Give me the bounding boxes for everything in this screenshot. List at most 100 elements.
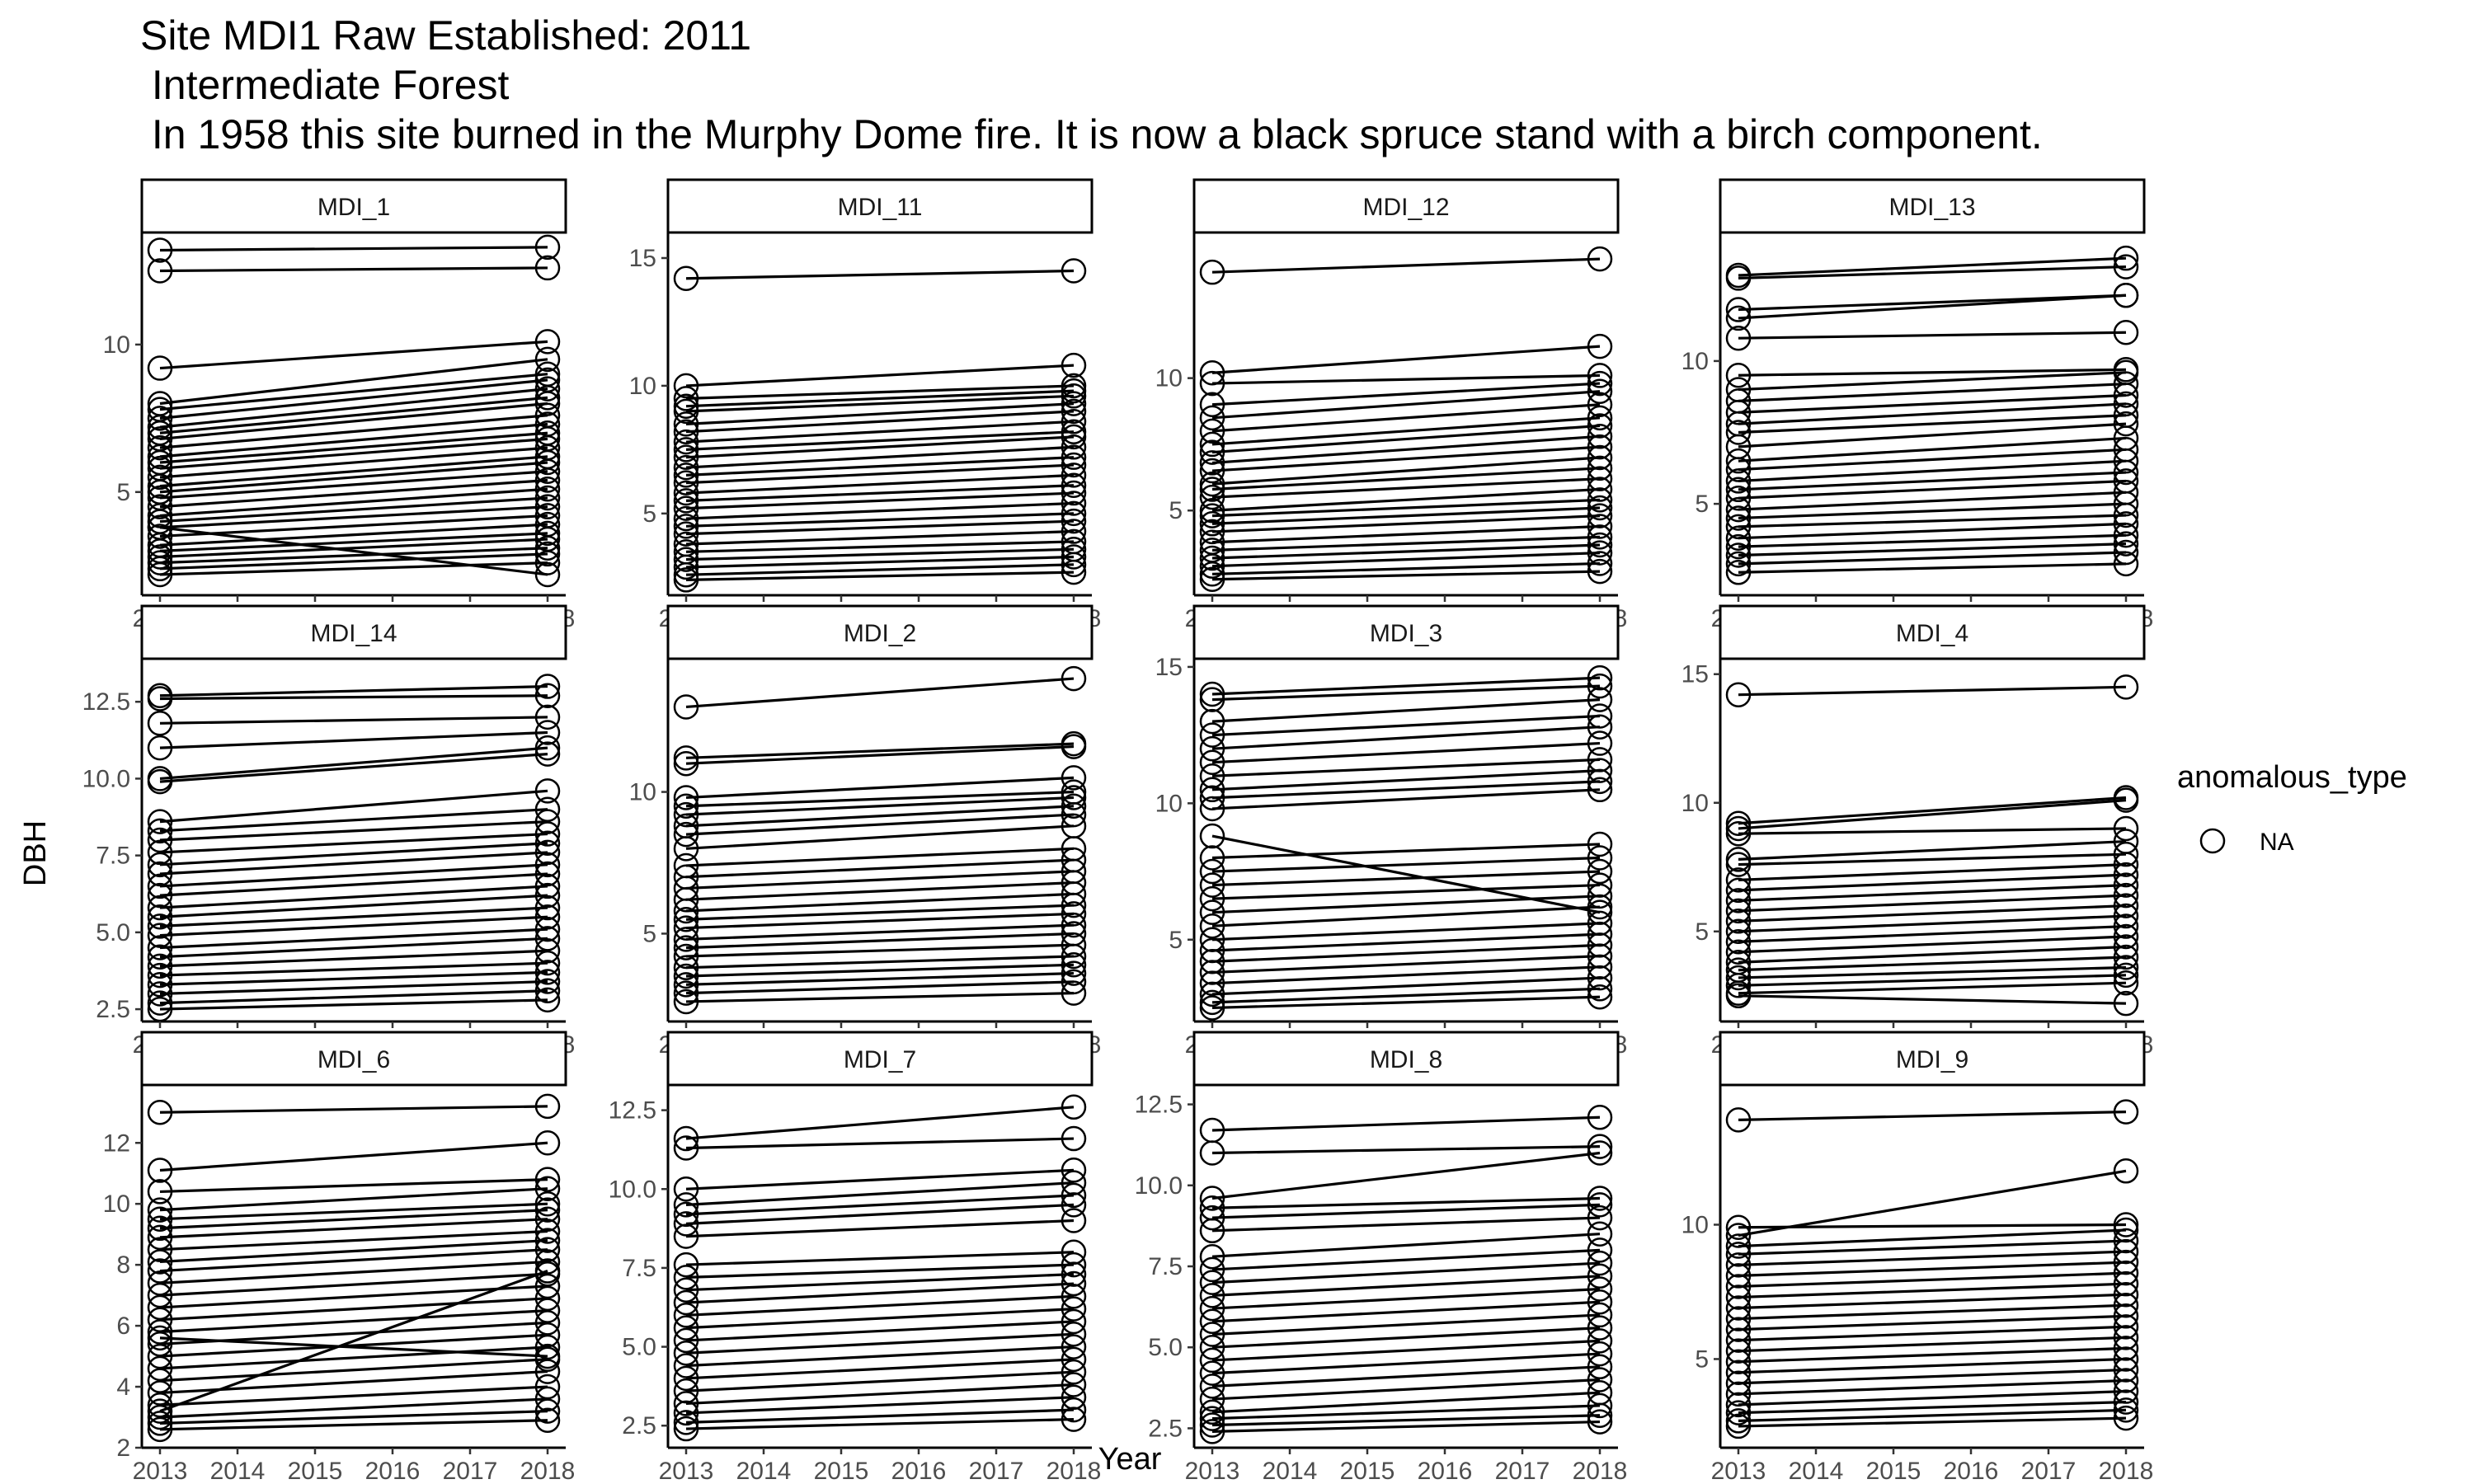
data-point: [1061, 1182, 1087, 1209]
data-point: [1199, 561, 1225, 587]
series-line: [159, 1410, 548, 1425]
facet-strip: [1192, 1031, 1620, 1087]
data-point: [147, 895, 173, 921]
data-point: [147, 962, 173, 989]
data-point: [1725, 325, 1752, 351]
facet-strip: [1192, 604, 1620, 660]
data-point: [673, 972, 699, 998]
data-point: [673, 836, 699, 862]
data-point: [534, 1249, 561, 1275]
y-tick-label: 10: [1155, 365, 1183, 392]
data-point: [1199, 735, 1225, 762]
data-point: [1725, 1214, 1752, 1240]
data-point: [1199, 1308, 1225, 1335]
series-line: [685, 858, 1075, 879]
series-line: [1211, 676, 1601, 696]
data-point: [1199, 763, 1225, 789]
data-point: [673, 265, 699, 292]
data-point: [1061, 1322, 1087, 1347]
data-point: [534, 1206, 561, 1232]
data-point: [534, 960, 561, 985]
data-point: [147, 406, 173, 431]
series-line: [1738, 551, 2127, 566]
data-point: [534, 1130, 561, 1156]
series-line: [159, 1238, 548, 1264]
data-point: [1061, 892, 1087, 918]
data-point: [534, 1093, 561, 1120]
data-point: [1725, 468, 1752, 494]
series-line: [1211, 741, 1601, 764]
series-line: [1211, 543, 1601, 560]
data-point: [1725, 909, 1752, 934]
series-line: [1211, 390, 1601, 420]
series-line: [685, 1308, 1075, 1330]
data-point: [1199, 458, 1225, 484]
series-line: [159, 1336, 548, 1358]
series-line: [685, 1408, 1075, 1424]
series-line: [1211, 1365, 1601, 1388]
series-line: [1211, 1115, 1601, 1132]
series-line: [159, 1208, 548, 1230]
data-point: [2113, 320, 2139, 345]
data-point: [147, 711, 173, 736]
x-tick-label: 2013: [133, 1458, 188, 1484]
data-point: [1199, 405, 1225, 431]
data-point: [1587, 984, 1613, 1010]
series-line: [159, 694, 548, 701]
data-point: [1587, 976, 1613, 1002]
data-point: [1199, 913, 1225, 939]
data-point: [1061, 409, 1087, 434]
series-line: [1738, 873, 2127, 892]
data-point: [147, 1416, 173, 1443]
series-line: [685, 1106, 1075, 1140]
data-point: [1199, 681, 1225, 707]
data-point: [1199, 370, 1225, 397]
series-line: [159, 730, 548, 749]
data-point: [1587, 363, 1613, 388]
y-tick-label: 5.0: [622, 1334, 656, 1361]
y-axis-title: DBH: [18, 820, 53, 886]
data-point: [534, 520, 561, 547]
series-line: [1211, 1404, 1601, 1421]
series-line: [685, 1396, 1075, 1415]
facet-strip-label: MDI_8: [1370, 1046, 1442, 1073]
series-line: [1211, 552, 1601, 568]
series-line: [1738, 1325, 2127, 1342]
data-point: [534, 978, 561, 1003]
series-line: [1738, 502, 2127, 520]
series-line: [1738, 1110, 2127, 1121]
series-line: [159, 1397, 548, 1419]
series-line: [159, 455, 548, 488]
series-line: [1738, 1400, 2127, 1415]
x-tick-label: 2018: [2099, 1458, 2154, 1484]
data-point: [673, 694, 699, 720]
data-point: [1061, 912, 1087, 938]
data-point: [673, 793, 699, 819]
series-line: [685, 364, 1075, 387]
data-point: [1061, 952, 1087, 978]
series-line: [159, 1309, 548, 1334]
x-tick-label: 2015: [288, 1458, 343, 1484]
data-point: [147, 768, 173, 795]
series-line: [1738, 331, 2127, 340]
data-point: [1061, 434, 1087, 460]
series-line: [159, 1248, 548, 1273]
data-point: [147, 524, 173, 549]
facet-strip-label: MDI_3: [1370, 620, 1442, 647]
y-tick-label: 8: [116, 1252, 130, 1279]
data-point: [673, 898, 699, 924]
series-line: [1211, 1196, 1601, 1209]
series-line: [1211, 965, 1601, 985]
series-line: [159, 478, 548, 509]
series-line: [685, 1320, 1075, 1342]
series-line: [159, 1272, 548, 1297]
data-point: [2113, 522, 2139, 548]
data-point: [534, 904, 561, 930]
data-point: [147, 355, 173, 381]
facet-strip-label: MDI_12: [1362, 194, 1449, 221]
y-tick-label: 2.5: [622, 1412, 656, 1439]
series-line: [1738, 685, 2127, 697]
data-point: [1061, 398, 1087, 425]
series-line: [1211, 1300, 1601, 1323]
series-line: [159, 446, 548, 479]
